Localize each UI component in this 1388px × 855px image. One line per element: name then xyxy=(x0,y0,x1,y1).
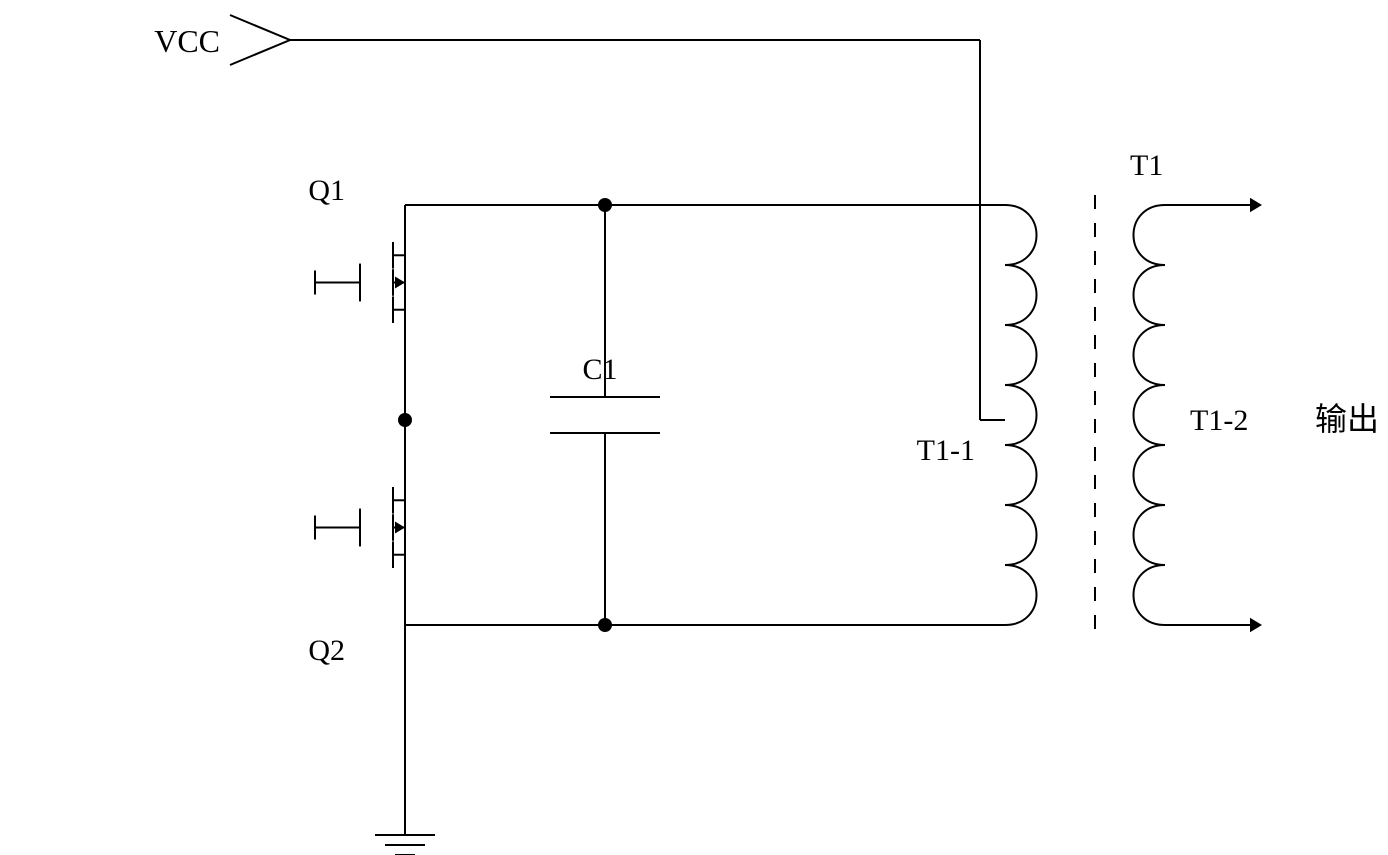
q1-label: Q1 xyxy=(308,174,345,207)
t1-label: T1 xyxy=(1130,149,1163,182)
output-label: 输出 xyxy=(1315,401,1379,437)
q2-label: Q2 xyxy=(308,634,345,667)
circuit-schematic: VCC Q1 Q2 C1 T1 T1-1 T1-2 输出 xyxy=(0,0,1388,855)
vcc-label: VCC xyxy=(154,23,220,59)
t1-1-label: T1-1 xyxy=(917,434,975,467)
t1-2-label: T1-2 xyxy=(1190,404,1248,437)
c1-label: C1 xyxy=(582,353,617,386)
